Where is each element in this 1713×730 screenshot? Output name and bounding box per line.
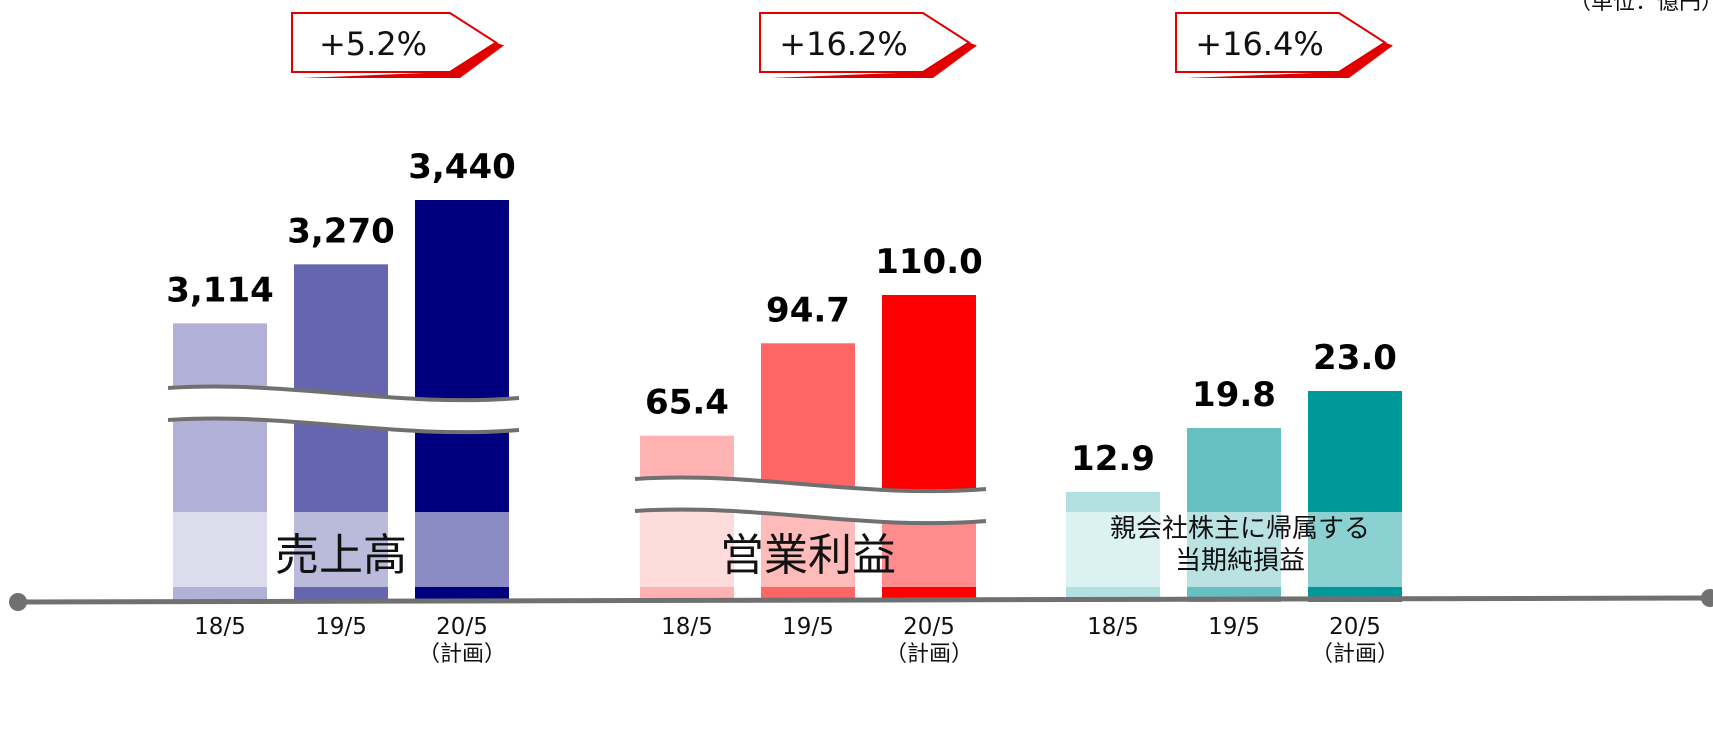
x-axis-left-dot	[9, 593, 27, 611]
bar-base-band	[1308, 512, 1402, 587]
tick-note: （計画）	[418, 642, 506, 667]
bar-base-band	[173, 512, 267, 587]
bar	[1066, 492, 1160, 512]
series-label: 営業利益	[720, 530, 896, 581]
tick-label: 18/5	[661, 614, 713, 640]
data-label: 23.0	[1313, 338, 1397, 378]
bar-base-strip	[415, 587, 509, 602]
data-label: 3,114	[166, 270, 274, 310]
bar	[415, 200, 509, 512]
series-label: 親会社株主に帰属する	[1110, 514, 1370, 544]
bar-base-band	[640, 512, 734, 587]
tick-label: 18/5	[194, 614, 246, 640]
bar-base-band	[761, 512, 855, 587]
tick-label: 18/5	[1087, 614, 1139, 640]
axis-break-line	[634, 475, 987, 494]
tick-label: 20/5	[1329, 614, 1381, 640]
axis-break	[168, 386, 519, 433]
growth-arrow	[759, 12, 971, 73]
bar-base-strip	[294, 587, 388, 602]
tick-label: 20/5	[903, 614, 955, 640]
axis-break-line	[167, 384, 520, 403]
data-label: 94.7	[766, 290, 850, 330]
bar	[1187, 428, 1281, 512]
bar-base-band	[415, 512, 509, 587]
growth-arrow	[1175, 12, 1387, 73]
series-label: 売上高	[275, 530, 407, 581]
bar	[1308, 391, 1402, 512]
unit-label: （単位：億円）	[1568, 0, 1713, 15]
bar	[882, 295, 976, 512]
bar-base-band	[1066, 512, 1160, 587]
x-axis-right-dot	[1701, 589, 1713, 607]
bar-base-band	[1187, 512, 1281, 587]
bar-base-band	[294, 512, 388, 587]
data-label: 3,270	[287, 211, 395, 251]
tick-label: 19/5	[1208, 614, 1260, 640]
tick-label: 20/5	[436, 614, 488, 640]
data-label: 65.4	[645, 383, 729, 423]
data-label: 110.0	[875, 242, 983, 282]
growth-label: +16.2%	[779, 25, 907, 63]
bar	[294, 264, 388, 512]
tick-note: （計画）	[1311, 642, 1399, 667]
tick-note: （計画）	[885, 642, 973, 667]
data-label: 19.8	[1192, 375, 1276, 415]
growth-label: +16.4%	[1195, 25, 1323, 63]
x-axis-line	[17, 595, 1713, 605]
data-label: 3,440	[408, 147, 516, 187]
growth-arrow	[291, 12, 498, 73]
growth-label: +5.2%	[319, 25, 427, 63]
bar-group-1: 3,114 18/5 3,270 19/5 3,440 20/5（計画） 売上高 +5.2%	[166, 12, 520, 667]
bar-base-strip	[173, 587, 267, 602]
series-label: 当期純損益	[1175, 546, 1305, 576]
bar-group-2: 65.4 18/5 94.7 19/5 110.0 20/5（計画） 営業利益 +16.2%	[634, 12, 987, 667]
data-label: 12.9	[1071, 439, 1155, 479]
tick-label: 19/5	[782, 614, 834, 640]
axis-break	[635, 477, 986, 524]
axis-break-line	[167, 416, 520, 435]
tick-label: 19/5	[315, 614, 367, 640]
axis-break-line	[634, 507, 987, 526]
bar-group-3: 12.9 18/5 19.8 19/5 23.0 20/5（計画） 親会社株主に帰属する当期…	[1066, 12, 1402, 667]
